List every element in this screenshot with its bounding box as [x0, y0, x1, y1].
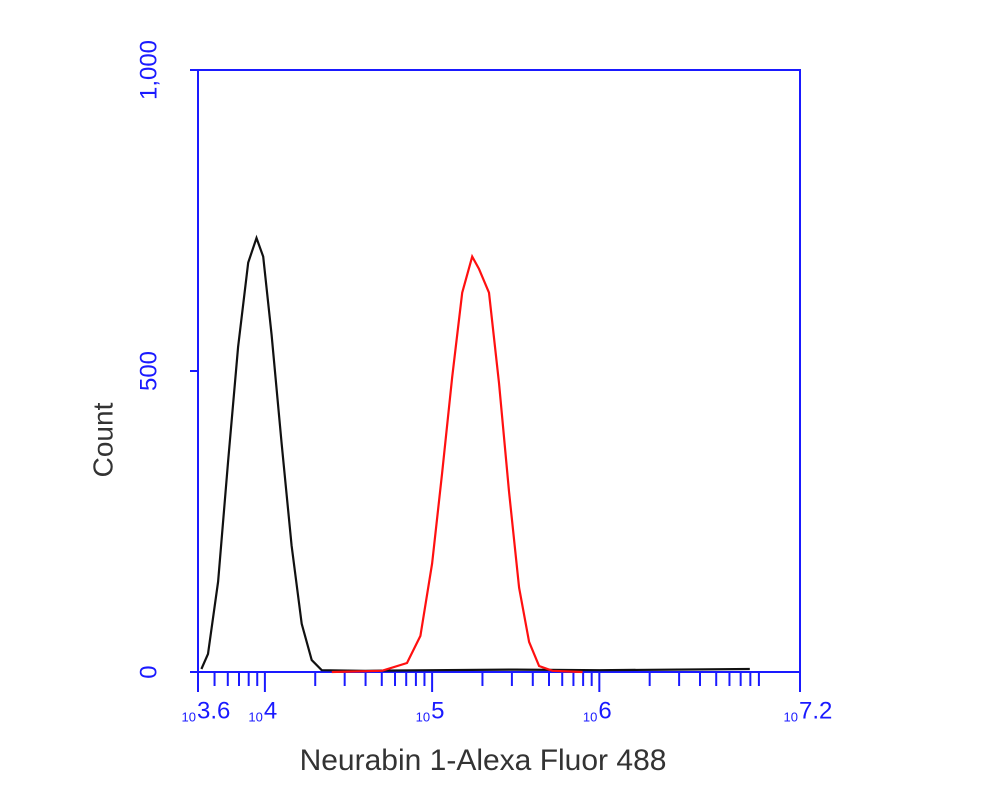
- y-tick-label: 1,000: [135, 40, 162, 100]
- x-tick-label: 6: [598, 697, 611, 724]
- x-tick-label: 5: [431, 697, 444, 724]
- x-tick-label: 7.2: [799, 697, 832, 724]
- plot-frame: [197, 69, 801, 673]
- histogram-line: [331, 253, 583, 674]
- y-axis-label: Count: [87, 402, 118, 477]
- histogram-line: [200, 234, 750, 672]
- x-tick-label: 4: [264, 697, 277, 724]
- x-tick-base: 10: [182, 709, 196, 724]
- x-axis-label: Neurabin 1-Alexa Fluor 488: [300, 744, 667, 777]
- x-tick-base: 10: [248, 709, 262, 724]
- x-tick-base: 10: [416, 709, 430, 724]
- x-tick-base: 10: [784, 709, 798, 724]
- x-tick-base: 10: [583, 709, 597, 724]
- x-tick-label: 3.6: [197, 697, 230, 724]
- y-tick-label: 500: [135, 351, 162, 391]
- y-tick-label: 0: [135, 665, 162, 678]
